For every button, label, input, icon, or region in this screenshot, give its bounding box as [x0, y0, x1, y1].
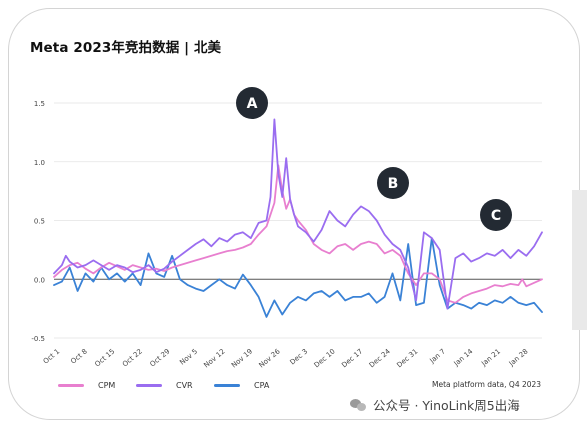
- watermark-text: 公众号 · YinoLink周5出海: [373, 398, 520, 413]
- x-tick-label: Oct 15: [93, 347, 116, 368]
- x-tick-label: Dec 24: [368, 347, 392, 369]
- x-tick-label: Dec 10: [313, 347, 337, 369]
- x-tick-label: Oct 8: [69, 347, 89, 365]
- series-line-cvr: [53, 118, 543, 310]
- series-line-cpm: [53, 164, 543, 304]
- x-tick-label: Dec 31: [395, 347, 419, 369]
- legend-swatch-cpm: [58, 384, 84, 387]
- x-tick-label: Oct 1: [42, 347, 62, 365]
- annotation-marker-b: [377, 167, 409, 199]
- x-tick-label: Nov 12: [202, 347, 226, 369]
- legend-item-cpa: CPA: [214, 381, 269, 390]
- legend-label-cvr: CVR: [176, 381, 193, 390]
- legend-item-cvr: CVR: [136, 381, 193, 390]
- annotation-label: C: [491, 208, 501, 224]
- legend-label-cpa: CPA: [254, 381, 270, 390]
- x-tick-label: Dec 17: [340, 347, 364, 369]
- source-note: Meta platform data, Q4 2023: [432, 380, 542, 389]
- side-strip: [572, 190, 587, 330]
- x-tick-label: Nov 5: [178, 347, 199, 366]
- chart-title: Meta 2023年竞拍数据 | 北美: [30, 40, 222, 56]
- x-tick-label: Oct 22: [121, 347, 144, 368]
- y-tick-label: -0.5: [31, 335, 45, 343]
- x-tick-label: Jan 7: [428, 347, 447, 365]
- x-tick-label: Nov 26: [258, 347, 283, 369]
- x-tick-label: Dec 3: [289, 347, 310, 366]
- y-tick-label: 1.5: [34, 100, 45, 108]
- annotation-marker-c: [480, 199, 512, 231]
- x-tick-label: Jan 21: [479, 347, 502, 368]
- annotation-label: A: [247, 96, 258, 112]
- legend-swatch-cvr: [136, 384, 162, 387]
- x-tick-label: Nov 19: [230, 347, 254, 369]
- wechat-icon: [350, 398, 367, 412]
- annotation-label: B: [388, 176, 399, 192]
- x-tick-label: Oct 29: [149, 347, 172, 368]
- y-tick-label: 1.0: [34, 159, 45, 167]
- x-tick-label: Jan 28: [507, 347, 530, 368]
- legend-label-cpm: CPM: [98, 381, 116, 390]
- watermark: 公众号 · YinoLink周5出海: [350, 395, 520, 414]
- legend-swatch-cpa: [214, 384, 240, 387]
- annotation-marker-a: [236, 87, 268, 119]
- y-tick-label: 0.5: [34, 218, 45, 226]
- y-tick-label: 0.0: [34, 276, 45, 284]
- legend-item-cpm: CPM: [58, 381, 115, 390]
- x-tick-label: Jan 14: [452, 347, 475, 368]
- series-line-cpa: [53, 237, 543, 318]
